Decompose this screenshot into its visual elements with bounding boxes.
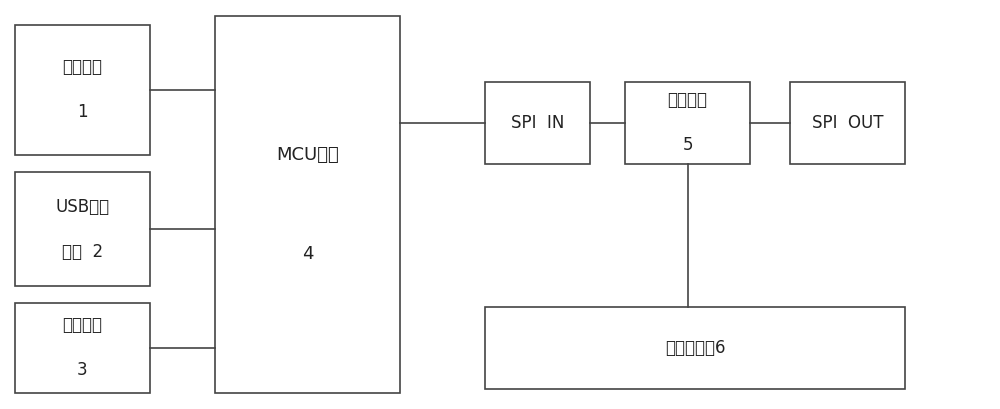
Text: 电路  2: 电路 2 xyxy=(62,243,103,261)
Text: SPI  OUT: SPI OUT xyxy=(812,114,883,132)
Bar xyxy=(790,82,905,164)
Text: 电源电路: 电源电路 xyxy=(62,58,103,76)
Text: MCU电路: MCU电路 xyxy=(276,146,339,164)
Bar xyxy=(215,16,400,393)
Bar xyxy=(485,82,590,164)
Text: 驱动电路: 驱动电路 xyxy=(668,91,708,109)
Text: 3: 3 xyxy=(77,361,88,379)
Bar xyxy=(15,303,150,393)
Text: 继电器阵劗6: 继电器阵劗6 xyxy=(665,339,725,357)
Text: 5: 5 xyxy=(682,136,693,154)
Text: USB接口: USB接口 xyxy=(55,198,110,216)
Bar xyxy=(15,25,150,155)
Text: 串口电路: 串口电路 xyxy=(62,316,103,334)
Bar xyxy=(15,172,150,286)
Text: 4: 4 xyxy=(302,245,313,263)
Text: 1: 1 xyxy=(77,103,88,121)
Bar xyxy=(485,307,905,389)
Bar xyxy=(625,82,750,164)
Text: SPI  IN: SPI IN xyxy=(511,114,564,132)
